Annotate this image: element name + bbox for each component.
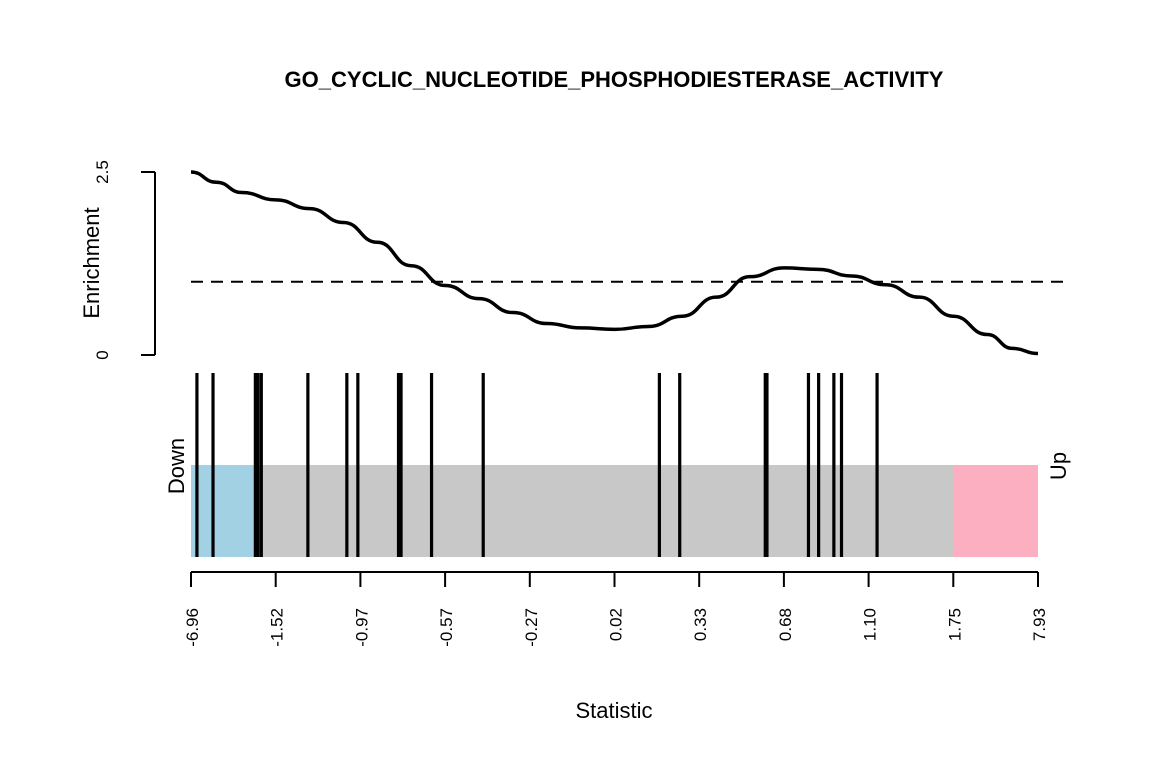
- x-tick-label: 0.02: [607, 608, 626, 641]
- x-tick-label: -0.97: [352, 608, 371, 647]
- y-axis-label: Enrichment: [79, 207, 104, 318]
- x-tick-label: 1.75: [945, 608, 964, 641]
- x-tick-label: 0.68: [776, 608, 795, 641]
- x-axis: -6.96 -1.52 -0.97 -0.57 -0.27 0.02 0.33 0.68 1.1…: [183, 571, 1049, 723]
- x-axis-label: Statistic: [575, 698, 652, 723]
- x-tick-label: -1.52: [268, 608, 287, 647]
- chart-title: GO_CYCLIC_NUCLEOTIDE_PHOSPHODIESTERASE_A…: [285, 67, 944, 92]
- barcode-bars: [195, 373, 879, 557]
- up-label: Up: [1046, 452, 1071, 480]
- x-tick-label: -6.96: [183, 608, 202, 647]
- down-region: [191, 465, 254, 557]
- x-ticks: -6.96 -1.52 -0.97 -0.57 -0.27 0.02 0.33 0.68 1.1…: [183, 572, 1049, 647]
- x-tick-label: 0.33: [691, 608, 710, 641]
- y-tick-label: 0: [93, 350, 112, 359]
- up-region: [954, 465, 1038, 557]
- x-tick-label: 7.93: [1030, 608, 1049, 641]
- enrichment-panel: 02.5 Enrichment: [79, 160, 1066, 360]
- y-ticks: 02.5: [93, 160, 155, 360]
- barcode-panel: Down Up: [164, 373, 1071, 557]
- x-tick-label: -0.57: [437, 608, 456, 647]
- x-tick-label: -0.27: [522, 608, 541, 647]
- down-label: Down: [164, 438, 189, 494]
- x-tick-label: 1.10: [861, 608, 880, 641]
- middle-region: [254, 465, 954, 557]
- enrichment-curve: [190, 170, 1039, 356]
- y-tick-label: 2.5: [93, 160, 112, 184]
